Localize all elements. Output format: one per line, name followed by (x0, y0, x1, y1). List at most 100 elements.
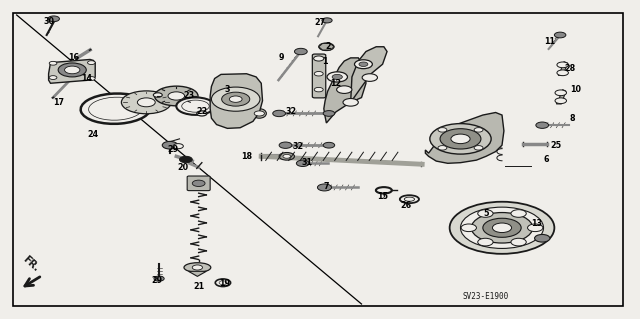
Text: 19: 19 (219, 279, 230, 288)
Circle shape (317, 184, 332, 191)
Text: 30: 30 (43, 17, 54, 26)
Text: 15: 15 (377, 191, 388, 201)
Circle shape (322, 18, 332, 23)
Circle shape (355, 60, 372, 69)
Text: 10: 10 (570, 85, 581, 94)
Circle shape (477, 238, 493, 246)
Circle shape (179, 156, 192, 163)
Circle shape (555, 98, 566, 104)
Circle shape (332, 74, 342, 79)
Ellipse shape (404, 197, 415, 201)
Ellipse shape (252, 109, 266, 118)
Text: 3: 3 (225, 85, 230, 94)
Ellipse shape (184, 263, 211, 272)
Text: 27: 27 (314, 19, 326, 27)
Circle shape (527, 224, 543, 232)
Text: 13: 13 (532, 219, 543, 227)
Circle shape (154, 93, 163, 97)
Text: 12: 12 (330, 79, 342, 88)
Circle shape (294, 48, 307, 55)
Circle shape (192, 265, 202, 270)
Circle shape (314, 56, 324, 61)
Circle shape (219, 281, 227, 285)
Ellipse shape (400, 195, 419, 203)
Circle shape (343, 99, 358, 106)
Circle shape (471, 212, 532, 243)
Text: 17: 17 (52, 98, 63, 107)
Text: 18: 18 (241, 152, 252, 161)
Circle shape (536, 122, 548, 128)
Circle shape (323, 142, 335, 148)
Circle shape (58, 63, 86, 77)
Circle shape (430, 123, 491, 154)
Text: SV23-E1900: SV23-E1900 (463, 292, 509, 301)
Ellipse shape (155, 86, 198, 106)
Circle shape (450, 202, 554, 254)
Circle shape (88, 77, 95, 80)
Circle shape (279, 142, 292, 148)
Circle shape (440, 129, 481, 149)
Circle shape (49, 61, 57, 65)
Ellipse shape (376, 187, 392, 194)
Circle shape (163, 141, 177, 149)
Circle shape (283, 154, 291, 158)
Circle shape (461, 224, 476, 232)
Circle shape (211, 87, 260, 111)
Polygon shape (556, 90, 566, 104)
Circle shape (359, 62, 368, 66)
Circle shape (555, 90, 566, 96)
Circle shape (323, 111, 335, 116)
Ellipse shape (81, 93, 150, 124)
Text: 6: 6 (544, 155, 550, 164)
Text: 23: 23 (184, 92, 195, 100)
Circle shape (461, 207, 543, 249)
Circle shape (192, 180, 205, 187)
Ellipse shape (176, 97, 214, 115)
Text: 21: 21 (193, 282, 204, 291)
Text: 5: 5 (483, 209, 489, 218)
Ellipse shape (122, 91, 172, 114)
Circle shape (173, 144, 183, 149)
Polygon shape (210, 74, 262, 128)
Circle shape (554, 32, 566, 38)
Text: 32: 32 (285, 108, 297, 116)
Text: 2: 2 (326, 42, 331, 51)
Text: 9: 9 (279, 53, 284, 62)
Circle shape (438, 145, 447, 150)
Circle shape (48, 16, 60, 22)
Text: 14: 14 (81, 74, 92, 83)
Text: 32: 32 (292, 142, 303, 151)
Text: 25: 25 (551, 141, 562, 150)
Circle shape (168, 92, 184, 100)
Circle shape (534, 234, 550, 242)
Text: 22: 22 (196, 108, 207, 116)
Text: FR.: FR. (21, 254, 41, 274)
Text: 31: 31 (301, 158, 313, 167)
Text: 29: 29 (168, 145, 179, 154)
Circle shape (279, 152, 294, 160)
Circle shape (65, 66, 80, 74)
Polygon shape (351, 47, 387, 102)
Circle shape (221, 92, 250, 106)
Text: 1: 1 (323, 56, 328, 65)
Circle shape (438, 128, 447, 132)
Circle shape (511, 210, 526, 217)
Circle shape (296, 160, 309, 167)
Circle shape (483, 218, 521, 237)
Text: 20: 20 (177, 163, 188, 172)
Circle shape (196, 111, 207, 116)
Polygon shape (558, 62, 568, 75)
FancyBboxPatch shape (187, 176, 210, 191)
Circle shape (337, 86, 352, 93)
Ellipse shape (88, 97, 143, 120)
Text: 8: 8 (570, 114, 575, 123)
Circle shape (474, 128, 483, 132)
Circle shape (319, 43, 334, 50)
Circle shape (49, 76, 57, 79)
Text: 7: 7 (324, 182, 329, 191)
Circle shape (314, 87, 323, 92)
Circle shape (88, 61, 95, 64)
Text: 11: 11 (545, 38, 556, 47)
Circle shape (314, 71, 323, 76)
Text: 26: 26 (401, 201, 412, 210)
